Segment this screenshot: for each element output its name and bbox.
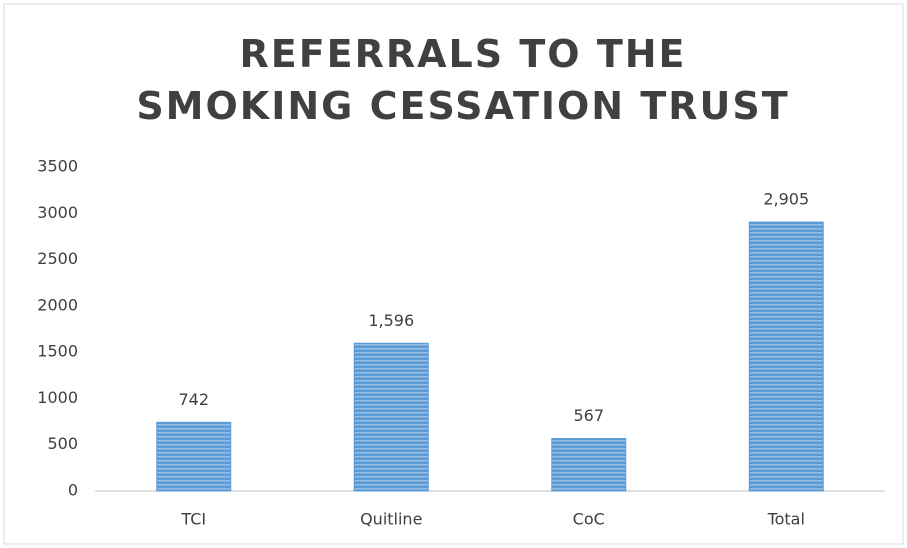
value-label: 742 <box>178 390 209 409</box>
value-label: 2,905 <box>763 190 809 209</box>
value-label: 1,596 <box>368 311 414 330</box>
y-tick-label: 500 <box>47 434 78 453</box>
value-label: 567 <box>573 406 604 425</box>
bar <box>353 342 429 492</box>
x-tick-label: CoC <box>573 510 605 529</box>
bar <box>156 421 232 492</box>
x-tick-label: Total <box>767 510 805 529</box>
bar <box>748 221 824 492</box>
x-tick-label: Quitline <box>360 510 422 529</box>
y-tick-label: 0 <box>68 481 78 500</box>
bar <box>551 438 627 492</box>
chart-title: REFERRALS TO THE SMOKING CESSATION TRUST <box>136 32 790 128</box>
y-tick-label: 3500 <box>37 157 78 176</box>
y-tick-label: 2000 <box>37 295 78 314</box>
x-tick-label: TCI <box>180 510 206 529</box>
y-tick-label: 2500 <box>37 249 78 268</box>
y-tick-label: 1500 <box>37 342 78 361</box>
y-tick-label: 3000 <box>37 203 78 222</box>
y-tick-label: 1000 <box>37 388 78 407</box>
